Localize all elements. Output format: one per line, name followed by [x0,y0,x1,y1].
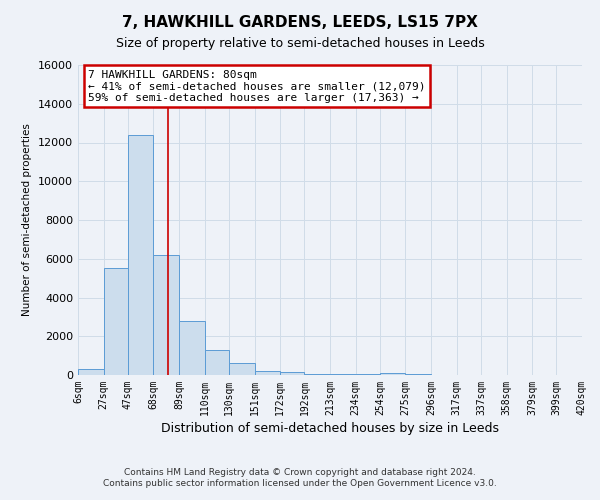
Y-axis label: Number of semi-detached properties: Number of semi-detached properties [22,124,32,316]
Text: Size of property relative to semi-detached houses in Leeds: Size of property relative to semi-detach… [116,38,484,51]
Bar [78,369,104,375]
Bar [104,268,128,375]
Bar [304,374,330,375]
Bar [205,350,229,375]
Bar [229,364,254,375]
Bar [356,374,380,375]
Bar [154,255,179,375]
Text: 7 HAWKHILL GARDENS: 80sqm
← 41% of semi-detached houses are smaller (12,079)
59%: 7 HAWKHILL GARDENS: 80sqm ← 41% of semi-… [88,70,425,103]
Bar [330,374,356,375]
Bar [280,372,304,375]
Text: 7, HAWKHILL GARDENS, LEEDS, LS15 7PX: 7, HAWKHILL GARDENS, LEEDS, LS15 7PX [122,15,478,30]
Bar [128,134,154,375]
Bar [380,373,406,375]
X-axis label: Distribution of semi-detached houses by size in Leeds: Distribution of semi-detached houses by … [161,422,499,435]
Bar [406,374,431,375]
Bar [179,321,205,375]
Bar [254,371,280,375]
Text: Contains HM Land Registry data © Crown copyright and database right 2024.
Contai: Contains HM Land Registry data © Crown c… [103,468,497,487]
